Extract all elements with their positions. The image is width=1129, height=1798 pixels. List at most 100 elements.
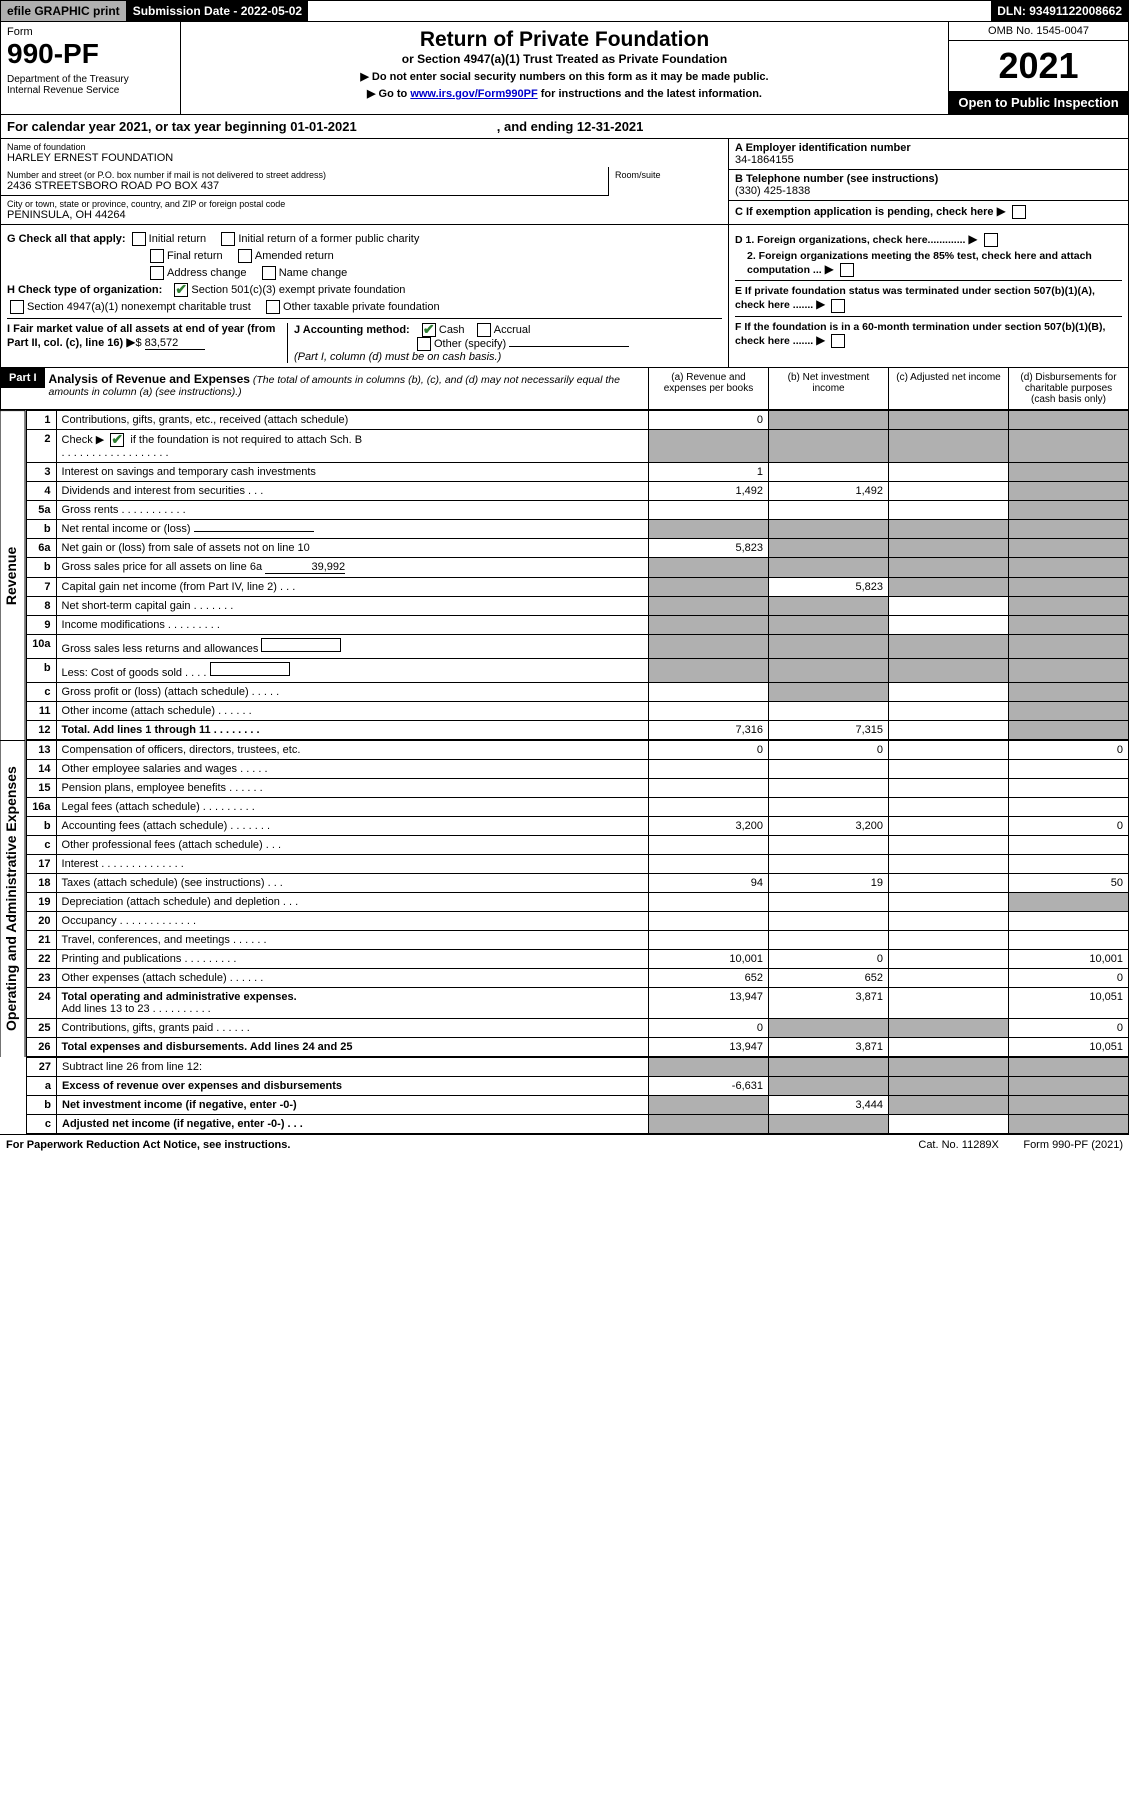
row-desc: Legal fees (attach schedule) . . . . . .…	[56, 798, 648, 817]
g1-checkbox[interactable]	[132, 232, 146, 246]
col-b-head: (b) Net investment income	[768, 368, 888, 409]
row-desc: Compensation of officers, directors, tru…	[56, 741, 648, 760]
cell-d	[1009, 760, 1129, 779]
g4-checkbox[interactable]	[238, 249, 252, 263]
efile-print-button[interactable]: efile GRAPHIC print	[1, 1, 127, 21]
cell-c	[889, 659, 1009, 683]
table-row: cGross profit or (loss) (attach schedule…	[26, 683, 1128, 702]
omb-number: OMB No. 1545-0047	[949, 22, 1128, 41]
row-desc: Taxes (attach schedule) (see instruction…	[56, 874, 648, 893]
room-label: Room/suite	[615, 170, 722, 180]
j3-input[interactable]	[509, 346, 629, 347]
cell-b: 1,492	[769, 482, 889, 501]
form-number: 990-PF	[7, 38, 174, 70]
cell-c	[889, 539, 1009, 558]
arrow-icon: ▶	[126, 335, 135, 349]
cell-a: 7,316	[649, 721, 769, 740]
table-row: 18Taxes (attach schedule) (see instructi…	[26, 874, 1128, 893]
cell-b	[769, 798, 889, 817]
row-desc: Interest . . . . . . . . . . . . . .	[56, 855, 648, 874]
row-num: 14	[26, 760, 56, 779]
c-checkbox[interactable]	[1012, 205, 1026, 219]
cell-b: 3,871	[769, 1038, 889, 1057]
row-desc: Travel, conferences, and meetings . . . …	[56, 931, 648, 950]
h2-checkbox[interactable]	[10, 300, 24, 314]
row-num: 18	[26, 874, 56, 893]
e-checkbox[interactable]	[831, 299, 845, 313]
row-num: c	[27, 1115, 57, 1134]
row-desc: Other expenses (attach schedule) . . . .…	[56, 969, 648, 988]
cell-c	[889, 597, 1009, 616]
row-desc: Adjusted net income (if negative, enter …	[57, 1115, 649, 1134]
cell-c	[889, 893, 1009, 912]
cell-c	[889, 482, 1009, 501]
j1-checkbox[interactable]	[422, 323, 436, 337]
row-desc: Printing and publications . . . . . . . …	[56, 950, 648, 969]
h1-checkbox[interactable]	[174, 283, 188, 297]
d2-label: 2. Foreign organizations meeting the 85%…	[747, 250, 1092, 276]
j2-checkbox[interactable]	[477, 323, 491, 337]
foundation-info: Name of foundation HARLEY ERNEST FOUNDAT…	[0, 139, 1129, 225]
row-num: 6a	[26, 539, 56, 558]
row-num: 26	[26, 1038, 56, 1057]
table-row: 5aGross rents . . . . . . . . . . .	[26, 501, 1128, 520]
inline-input[interactable]	[194, 531, 314, 532]
g3-checkbox[interactable]	[150, 249, 164, 263]
d2-checkbox[interactable]	[840, 263, 854, 277]
part1-label: Part I	[1, 368, 45, 388]
cell-d	[1009, 558, 1129, 578]
cell-c	[889, 874, 1009, 893]
cell-c	[889, 1058, 1009, 1077]
schb-checkbox[interactable]	[110, 433, 124, 447]
arrow-icon: ▶	[825, 262, 834, 276]
table-row: bGross sales price for all assets on lin…	[26, 558, 1128, 578]
j3-checkbox[interactable]	[417, 337, 431, 351]
row-desc: Accounting fees (attach schedule) . . . …	[56, 817, 648, 836]
addr-label: Number and street (or P.O. box number if…	[7, 170, 602, 180]
inline-box[interactable]	[210, 662, 290, 676]
d1-checkbox[interactable]	[984, 233, 998, 247]
row-desc: Pension plans, employee benefits . . . .…	[56, 779, 648, 798]
cell-a	[649, 597, 769, 616]
cell-a: 0	[649, 411, 769, 430]
arrow-icon: ▶	[968, 232, 977, 246]
table-row: 11Other income (attach schedule) . . . .…	[26, 702, 1128, 721]
table-row: aExcess of revenue over expenses and dis…	[27, 1077, 1129, 1096]
cell-c	[889, 520, 1009, 539]
cell-d: 10,051	[1009, 1038, 1129, 1057]
table-row: 21Travel, conferences, and meetings . . …	[26, 931, 1128, 950]
row-desc: Other professional fees (attach schedule…	[56, 836, 648, 855]
cell-a	[649, 779, 769, 798]
g5-checkbox[interactable]	[150, 266, 164, 280]
cell-d	[1009, 635, 1129, 659]
cell-d	[1009, 520, 1129, 539]
table-row: 8Net short-term capital gain . . . . . .…	[26, 597, 1128, 616]
row-num: 27	[27, 1058, 57, 1077]
cell-c	[889, 1019, 1009, 1038]
row-num: 2	[26, 430, 56, 463]
cell-b: 3,200	[769, 817, 889, 836]
cell-d	[1009, 836, 1129, 855]
cell-b	[769, 520, 889, 539]
cell-a	[649, 855, 769, 874]
cell-b: 7,315	[769, 721, 889, 740]
cell-b	[769, 855, 889, 874]
h3-checkbox[interactable]	[266, 300, 280, 314]
cell-b	[769, 558, 889, 578]
g6-checkbox[interactable]	[262, 266, 276, 280]
street-address: 2436 STREETSBORO ROAD PO BOX 437	[7, 180, 602, 192]
irs-link[interactable]: www.irs.gov/Form990PF	[410, 88, 537, 100]
g2-checkbox[interactable]	[221, 232, 235, 246]
cell-b	[769, 635, 889, 659]
cell-d	[1009, 539, 1129, 558]
cell-a	[649, 683, 769, 702]
cell-a	[649, 558, 769, 578]
form-header: Form 990-PF Department of the Treasury I…	[0, 22, 1129, 115]
f-checkbox[interactable]	[831, 334, 845, 348]
cell-c	[889, 430, 1009, 463]
g5-label: Address change	[167, 267, 247, 279]
cell-a	[649, 659, 769, 683]
inline-box[interactable]	[261, 638, 341, 652]
name-label: Name of foundation	[7, 142, 722, 152]
row-num: 11	[26, 702, 56, 721]
